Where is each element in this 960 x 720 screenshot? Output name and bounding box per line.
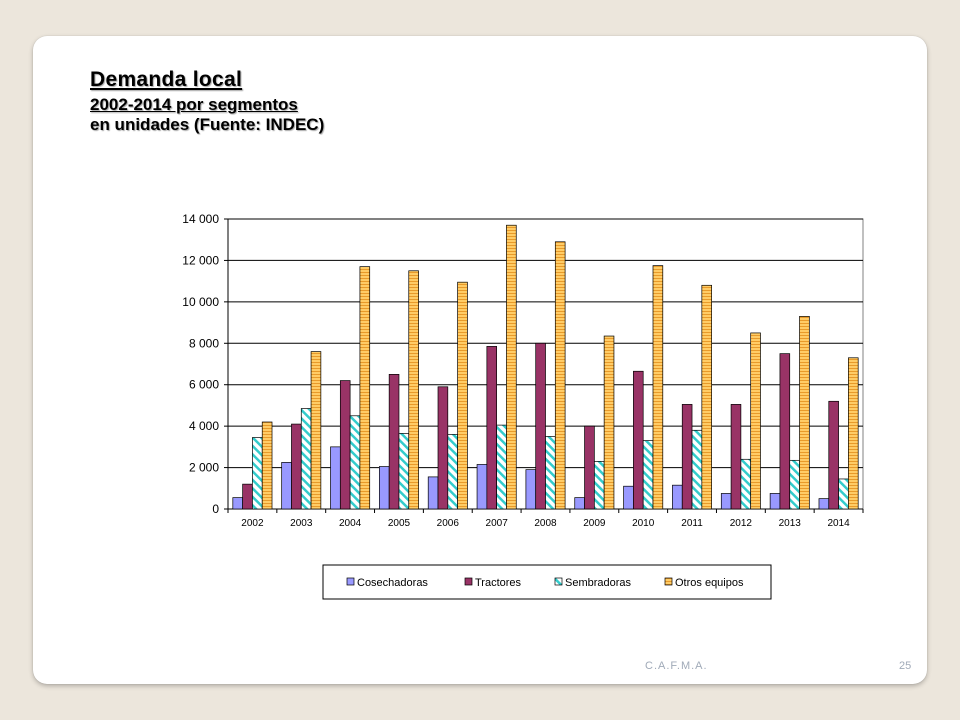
y-tick-label: 12 000: [182, 253, 219, 267]
legend-swatch: [554, 577, 563, 586]
y-tick-label: 14 000: [182, 212, 219, 226]
bar-sembradoras-2009: [593, 461, 605, 510]
bar-cosechadoras-2008: [525, 469, 537, 510]
y-tick-label: 10 000: [182, 295, 219, 309]
chart-legend: Cosechadoras Tractores Sembradoras Otros eq…: [322, 564, 772, 600]
bar-otros-equipos-2006: [457, 281, 468, 510]
x-tick-label: 2008: [534, 518, 557, 529]
bar-otros-equipos-2013: [799, 316, 810, 510]
y-tick-label: 4 000: [189, 419, 219, 433]
bar-otros-equipos-2008: [554, 241, 566, 510]
bar-otros-equipos-2003: [310, 351, 322, 510]
x-tick-label: 2002: [241, 518, 264, 529]
x-tick-label: 2011: [681, 518, 703, 529]
bar-otros-equipos-2004: [359, 266, 371, 510]
bar-otros-equipos-2014: [848, 357, 859, 510]
bar-cosechadoras-2009: [574, 497, 585, 510]
bar-sembradoras-2003: [300, 408, 312, 510]
slide-subtitle: 2002-2014 por segmentos: [90, 95, 298, 114]
bar-cosechadoras-2011: [672, 484, 683, 510]
bar-tractores-2013: [779, 353, 791, 510]
y-tick-label: 0: [212, 502, 219, 516]
bar-cosechadoras-2007: [476, 464, 488, 510]
slide-subtitle-source: en unidades (Fuente: INDEC): [90, 115, 325, 134]
bar-sembradoras-2005: [398, 433, 410, 510]
bar-cosechadoras-2014: [818, 498, 830, 510]
bar-sembradoras-2010: [642, 440, 654, 510]
bar-sembradoras-2004: [349, 415, 361, 510]
bar-tractores-2014: [828, 400, 839, 510]
bar-otros-equipos-2002: [261, 421, 273, 510]
bar-sembradoras-2002: [252, 437, 263, 510]
bar-tractores-2009: [584, 425, 595, 510]
bar-cosechadoras-2013: [769, 493, 781, 510]
plot-area: 0 2 000 4 000 6 000 8 000 10 000 12 000 14 000 2…: [182, 212, 864, 529]
bar-otros-equipos-2010: [652, 265, 664, 510]
bar-tractores-2011: [681, 404, 693, 510]
bar-cosechadoras-2002: [232, 497, 243, 510]
bar-tractores-2004: [339, 380, 351, 510]
y-tick-label: 6 000: [189, 378, 219, 392]
legend-swatch: [346, 577, 355, 586]
bar-tractores-2007: [486, 346, 498, 510]
legend-swatch: [664, 577, 673, 586]
bar-otros-equipos-2009: [603, 335, 615, 510]
bar-cosechadoras-2003: [281, 462, 292, 510]
legend-label: Cosechadoras: [357, 577, 428, 589]
bar-sembradoras-2014: [838, 478, 849, 510]
slide-title: Demanda local: [90, 68, 243, 91]
y-tick-label: 8 000: [189, 336, 219, 350]
legend-swatch: [464, 577, 473, 586]
bar-tractores-2005: [388, 374, 400, 510]
bar-otros-equipos-2005: [408, 270, 419, 510]
x-tick-label: 2013: [779, 518, 802, 529]
legend-box: [322, 564, 772, 600]
bar-cosechadoras-2005: [379, 466, 390, 510]
bar-sembradoras-2006: [447, 434, 458, 510]
y-tick-label: 2 000: [189, 461, 219, 475]
bar-cosechadoras-2012: [720, 493, 732, 510]
bar-tractores-2010: [633, 370, 644, 510]
page-number: 25: [899, 660, 912, 672]
x-tick-label: 2009: [583, 518, 606, 529]
bar-tractores-2012: [730, 404, 742, 510]
legend-label: Tractores: [475, 577, 522, 589]
legend-label: Otros equipos: [675, 577, 744, 589]
legend-label: Sembradoras: [565, 577, 632, 589]
x-tick-label: 2003: [290, 518, 313, 529]
bar-otros-equipos-2007: [506, 224, 517, 510]
footer-organization: C.A.F.M.A.: [645, 660, 708, 672]
title-block: Demanda local 2002-2014 por segmentos en…: [90, 68, 324, 135]
bar-sembradoras-2012: [740, 458, 752, 510]
bar-cosechadoras-2010: [623, 485, 634, 510]
bar-otros-equipos-2012: [750, 332, 761, 510]
x-tick-label: 2007: [486, 518, 509, 529]
bar-tractores-2008: [535, 342, 546, 510]
bar-cosechadoras-2004: [330, 446, 341, 510]
bar-cosechadoras-2006: [427, 476, 439, 510]
bar-sembradoras-2007: [496, 424, 507, 510]
x-tick-label: 2005: [388, 518, 411, 529]
x-tick-label: 2010: [632, 518, 655, 529]
bar-tractores-2003: [291, 423, 302, 510]
x-tick-label: 2014: [827, 518, 850, 529]
bar-sembradoras-2013: [789, 459, 800, 510]
bar-tractores-2002: [242, 483, 253, 510]
x-tick-label: 2012: [730, 518, 753, 529]
bar-tractores-2006: [437, 386, 449, 510]
x-tick-label: 2006: [437, 518, 460, 529]
bar-sembradoras-2008: [545, 436, 556, 510]
bar-sembradoras-2011: [691, 429, 703, 510]
x-tick-label: 2004: [339, 518, 362, 529]
bar-otros-equipos-2011: [701, 284, 712, 510]
